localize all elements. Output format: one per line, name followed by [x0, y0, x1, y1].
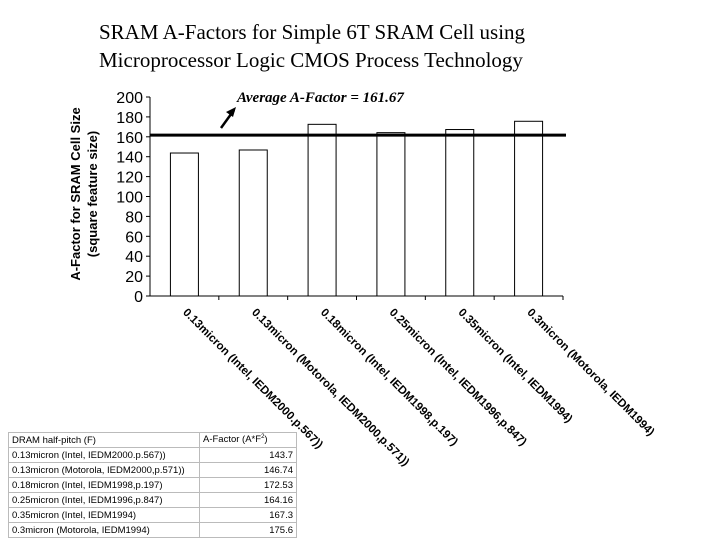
title-line-1: SRAM A-Factors for Simple 6T SRAM Cell u… — [99, 20, 526, 44]
bar — [514, 120, 544, 297]
x-tick-label: 0.35micron (Intel, IEDM1994) — [456, 307, 575, 426]
table-row: 0.25micron (Intel, IEDM1996,p.847) 164.16 — [8, 492, 297, 508]
x-tick-label: 0.13micron (Intel, IEDM2000.p.567)) — [180, 307, 325, 452]
header-pitch: DRAM half-pitch (F) — [8, 432, 200, 448]
table-row: 0.18micron (Intel, IEDM1998,p.197) 172.53 — [8, 477, 297, 493]
table-row: 0.13micron (Intel, IEDM2000.p.567)) 143.7 — [8, 447, 297, 463]
x-tick-label: 0.3micron (Motorola, IEDM1994) — [524, 307, 656, 439]
y-tick-label: 180 — [116, 110, 143, 127]
average-annotation: Average A-Factor = 161.67 — [236, 90, 404, 106]
y-axis-label-line-2: (square feature size) — [85, 131, 100, 257]
y-tick-label: 160 — [116, 130, 143, 147]
bar — [445, 129, 475, 297]
bar — [376, 132, 406, 297]
bar — [307, 123, 337, 297]
y-tick-label: 140 — [116, 150, 143, 167]
y-tick-label: 200 — [116, 90, 143, 107]
y-tick-label: 120 — [116, 170, 143, 187]
table-row: 0.35micron (Intel, IEDM1994) 167.3 — [8, 507, 297, 523]
slide-title: SRAM A-Factors for Simple 6T SRAM Cell u… — [99, 18, 525, 74]
y-tick-label: 20 — [125, 269, 143, 286]
data-table: DRAM half-pitch (F) A-Factor (A*F2) 0.13… — [8, 432, 297, 538]
y-tick-label: 80 — [125, 209, 143, 226]
table-row: 0.3micron (Motorola, IEDM1994) 175.6 — [8, 522, 297, 538]
table-header-row: DRAM half-pitch (F) A-Factor (A*F2) — [8, 432, 297, 448]
arrow-head-icon — [226, 107, 236, 117]
y-tick-label: 0 — [134, 289, 143, 306]
x-tick-label: 0.18micron (Intel, IEDM1998,p.197) — [318, 307, 460, 449]
y-tick-label: 40 — [125, 249, 143, 266]
x-tick-label: 0.25micron (Intel, IEDM1996,p.847) — [387, 307, 529, 449]
title-line-2: Microprocessor Logic CMOS Process Techno… — [99, 48, 523, 72]
bar — [238, 149, 268, 297]
y-tick-label: 60 — [125, 229, 143, 246]
y-tick-label: 100 — [116, 190, 143, 207]
y-axis-label-line-1: A-Factor for SRAM Cell Size — [68, 107, 83, 280]
table-row: 0.13micron (Motorola, IEDM2000,p.571)) 14… — [8, 462, 297, 478]
bar — [169, 152, 199, 297]
header-afactor: A-Factor (A*F2) — [199, 432, 297, 448]
